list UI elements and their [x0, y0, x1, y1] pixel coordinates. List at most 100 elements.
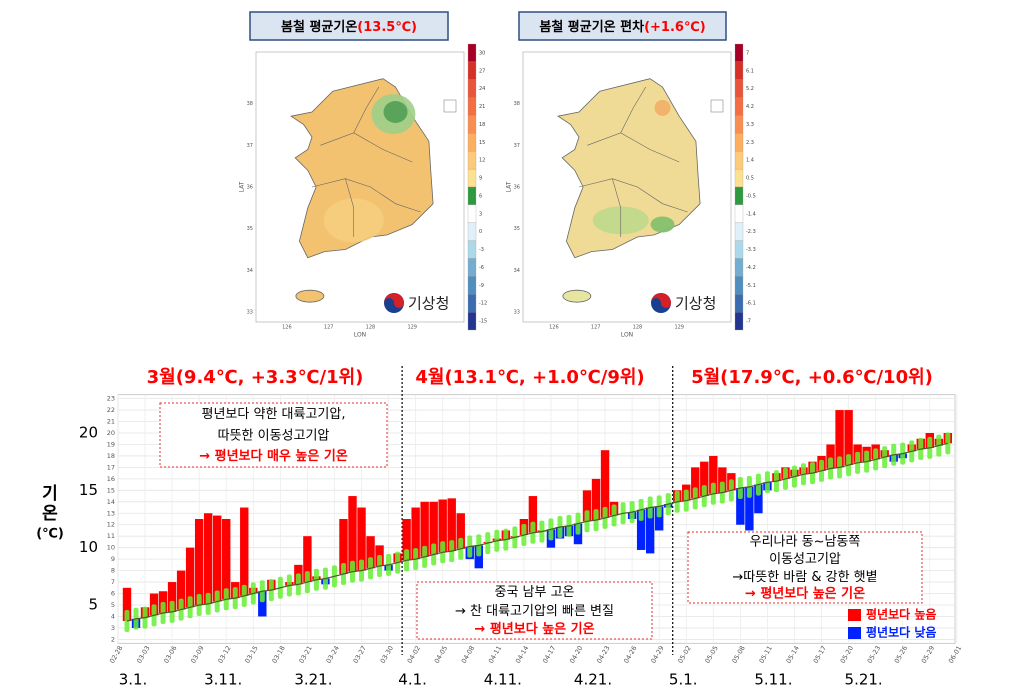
y-tick-label: 16 — [107, 475, 115, 483]
anomaly-bar — [447, 498, 456, 552]
colorbar-label: 9 — [479, 176, 482, 182]
anomaly-bar — [745, 486, 754, 531]
colorbar-label: 30 — [479, 50, 485, 56]
annotation-text: 우리나라 동~남동쪽 — [750, 534, 861, 549]
colorbar-segment — [734, 258, 744, 277]
anomaly-bar — [303, 536, 312, 583]
colorbar-label: -3.3 — [746, 247, 756, 253]
anomaly-bar — [176, 570, 186, 610]
anomaly-bar — [213, 515, 222, 602]
lat-tick-label: 35 — [247, 226, 253, 232]
anomaly-bar — [474, 545, 483, 569]
anomaly-bar — [222, 519, 231, 600]
anomaly-area — [654, 99, 671, 116]
anomaly-bar — [167, 582, 177, 612]
map-title: 봄철 평균기온(13.5℃) — [281, 19, 417, 35]
colorbar-label: -7 — [746, 319, 751, 325]
colorbar-segment — [467, 133, 477, 152]
lat-tick-label: 35 — [514, 226, 520, 232]
colorbar-label: 27 — [479, 68, 485, 74]
lat-tick-label: 34 — [514, 268, 520, 274]
anomaly-bar — [709, 455, 718, 494]
colorbar-segment — [467, 294, 477, 313]
y-major-label: 20 — [79, 424, 98, 442]
colorbar-label: -2.3 — [746, 229, 756, 235]
anomaly-bar — [636, 509, 646, 550]
anomaly-bar — [402, 519, 411, 561]
y-tick-label: 18 — [107, 452, 115, 460]
colorbar-label: 0.5 — [746, 176, 754, 182]
colorbar-label: 7 — [746, 50, 749, 56]
annotation-text: →따뜻한 바람 & 강한 햇볕 — [732, 569, 877, 585]
x-major-label: 3.11. — [204, 671, 242, 689]
y-major-label: 5 — [88, 596, 98, 614]
x-major-label: 4.21. — [574, 671, 612, 689]
x-major-label: 3.21. — [294, 671, 332, 689]
anomaly-bar — [645, 507, 655, 554]
y-tick-label: 11 — [107, 532, 115, 540]
legend-swatch — [848, 627, 861, 639]
y-tick-label: 17 — [107, 463, 115, 471]
colorbar-label: 24 — [479, 86, 485, 92]
anomaly-bar — [122, 587, 132, 622]
colorbar-segment — [734, 276, 744, 295]
y-tick-label: 3 — [111, 624, 115, 632]
anomaly-bar — [844, 410, 853, 466]
anomaly-bar — [600, 450, 610, 518]
anomaly-bar — [718, 467, 727, 493]
lat-tick-label: 33 — [514, 310, 520, 316]
colorbar-segment — [734, 240, 744, 259]
colorbar-segment — [734, 43, 744, 63]
boundary — [620, 86, 647, 133]
colorbar-label: 3 — [479, 211, 482, 217]
colorbar-label: -1.4 — [746, 211, 756, 217]
colorbar-label: -6 — [479, 265, 484, 271]
boundary — [353, 86, 380, 133]
y-tick-label: 15 — [107, 486, 115, 494]
month-title: 4월(13.1℃, +1.0℃/9위) — [415, 367, 644, 388]
map-title-value: (13.5℃) — [357, 20, 417, 35]
colorbar-segment — [734, 186, 744, 206]
y-tick-label: 14 — [107, 498, 115, 506]
colorbar-label: -6.1 — [746, 301, 756, 307]
y-tick-label: 22 — [107, 406, 115, 414]
colorbar-segment — [467, 97, 477, 116]
anomaly-bar — [438, 499, 447, 553]
lon-tick-label: 128 — [366, 325, 376, 331]
anomaly-bar — [591, 478, 601, 521]
x-major-label: 4.1. — [398, 671, 427, 689]
lon-tick-label: 126 — [549, 325, 559, 331]
anomaly-bar — [835, 410, 844, 468]
x-axis-label: LON — [354, 332, 366, 339]
anomaly-bar — [348, 496, 357, 572]
lon-tick-label: 129 — [407, 325, 417, 331]
jeju — [295, 289, 325, 303]
boundary — [612, 178, 622, 237]
land — [557, 78, 701, 259]
dokdo-box — [443, 99, 457, 113]
colorbar-segment — [734, 204, 744, 223]
logo-mark-red — [651, 293, 671, 308]
anomaly-bar — [411, 507, 420, 560]
map-title-text: 봄철 평균기온 편차 — [539, 19, 644, 35]
month-title: 3월(9.4℃, +3.3℃/1위) — [147, 367, 364, 388]
map-title-box — [249, 11, 449, 41]
colorbar-segment — [734, 97, 744, 116]
boundary — [587, 132, 680, 163]
lat-tick-label: 38 — [247, 101, 253, 107]
colorbar-segment — [734, 311, 744, 331]
colorbar-label: -15 — [479, 319, 487, 325]
y-tick-label: 8 — [111, 567, 115, 575]
anomaly-bar — [429, 501, 438, 555]
y-tick-label: 12 — [107, 521, 115, 529]
logo-mark-red — [384, 293, 404, 308]
x-major-label: 5.1. — [669, 671, 698, 689]
lat-tick-label: 36 — [514, 185, 520, 191]
x-major-label: 5.21. — [845, 671, 883, 689]
y-axis-label: 기 — [42, 484, 58, 504]
colorbar-label: 21 — [479, 104, 485, 110]
colorbar-segment — [734, 133, 744, 152]
colorbar-segment — [467, 151, 477, 170]
y-tick-label: 20 — [107, 429, 115, 437]
normal-line — [126, 442, 948, 622]
